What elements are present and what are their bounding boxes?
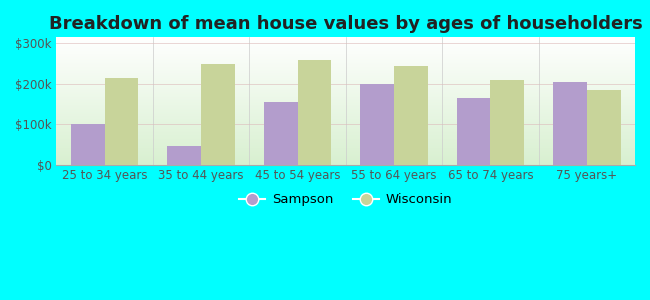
- Bar: [553, 82, 587, 165]
- Bar: [456, 98, 490, 165]
- Bar: [201, 64, 235, 165]
- Title: Breakdown of mean house values by ages of householders: Breakdown of mean house values by ages o…: [49, 15, 643, 33]
- Bar: [587, 90, 621, 165]
- Legend: Sampson, Wisconsin: Sampson, Wisconsin: [233, 188, 458, 212]
- Bar: [105, 78, 138, 165]
- Bar: [298, 60, 332, 165]
- Bar: [394, 66, 428, 165]
- Bar: [167, 146, 201, 165]
- Bar: [71, 124, 105, 165]
- Bar: [490, 80, 524, 165]
- Bar: [264, 102, 298, 165]
- Bar: [360, 84, 394, 165]
